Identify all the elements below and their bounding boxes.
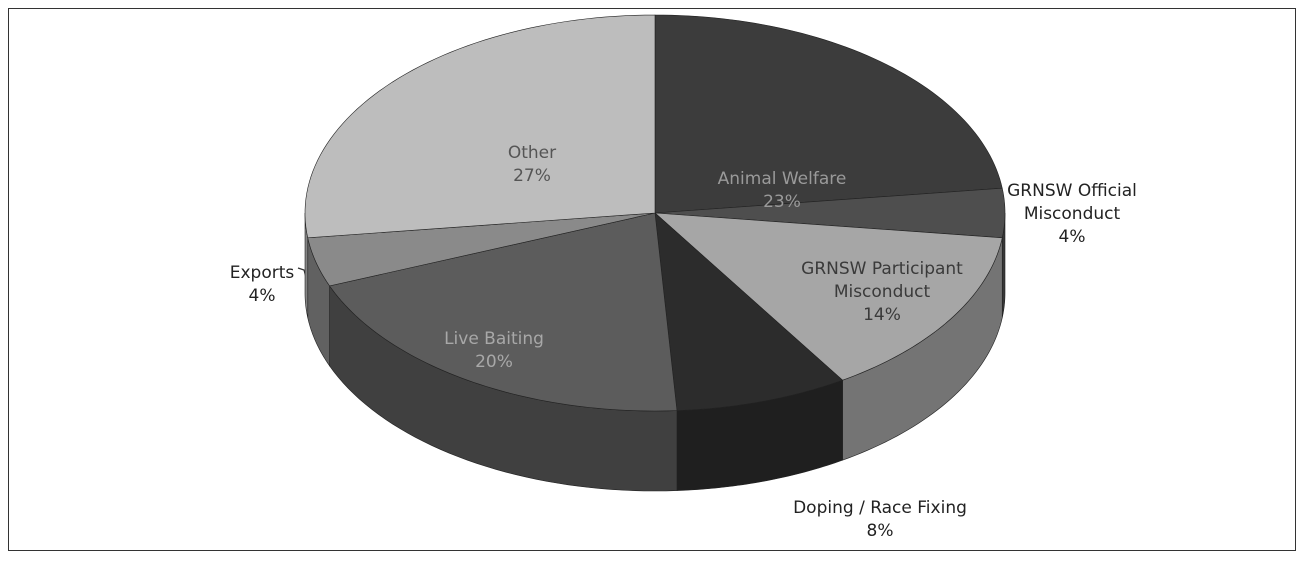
slice: [307, 212, 656, 287]
slice-label: GRNSW Official Misconduct 4%: [987, 180, 1157, 249]
chart-frame: [8, 8, 1296, 551]
slice-label: Animal Welfare 23%: [702, 168, 862, 214]
category-label: Exports: [229, 263, 295, 283]
category-label: Doping / Race Fixing: [793, 498, 967, 518]
category-label: GRNSW Official Misconduct: [1007, 181, 1137, 224]
value-label: 4%: [1058, 227, 1086, 247]
value-label: 8%: [866, 521, 894, 541]
slice-label: Live Baiting 20%: [414, 328, 574, 374]
slice: [654, 14, 1003, 214]
value-label: 14%: [863, 305, 901, 325]
slice-label: Doping / Race Fixing 8%: [760, 497, 1000, 543]
value-label: 4%: [248, 286, 276, 306]
slice: [654, 212, 844, 411]
category-label: Live Baiting: [444, 329, 544, 349]
slice-label: GRNSW Participant Misconduct 14%: [782, 258, 982, 327]
category-label: Other: [507, 143, 557, 163]
slice: [654, 212, 1003, 381]
category-label: GRNSW Participant Misconduct: [801, 259, 963, 302]
category-label: Animal Welfare: [717, 169, 847, 189]
slice-label: Exports 4%: [217, 262, 307, 308]
pie-sides: [304, 212, 1006, 492]
pie-tops: [304, 14, 1006, 412]
slice: [329, 212, 678, 412]
slice: [654, 187, 1006, 239]
value-label: 23%: [763, 192, 801, 212]
slice-label: Other 27%: [472, 142, 592, 188]
value-label: 27%: [513, 166, 551, 186]
slice: [304, 14, 656, 239]
value-label: 20%: [475, 352, 513, 372]
